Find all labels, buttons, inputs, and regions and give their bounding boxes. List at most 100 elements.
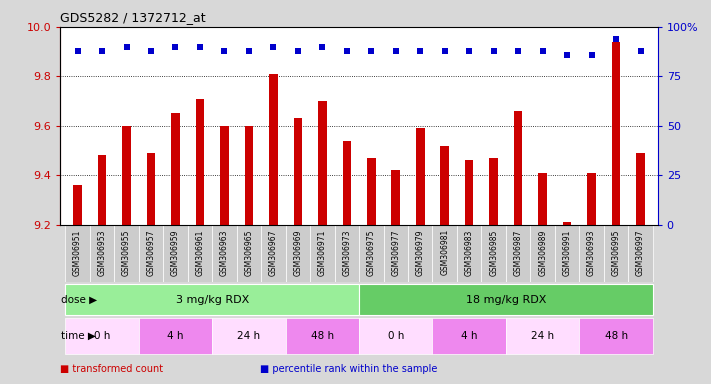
Text: GSM306981: GSM306981 (440, 229, 449, 275)
Text: 3 mg/kg RDX: 3 mg/kg RDX (176, 295, 249, 305)
FancyBboxPatch shape (506, 225, 530, 282)
Bar (538, 173, 547, 225)
Bar (489, 158, 498, 225)
Text: GSM306995: GSM306995 (611, 229, 621, 276)
FancyBboxPatch shape (286, 225, 310, 282)
FancyBboxPatch shape (65, 225, 90, 282)
Bar (196, 99, 204, 225)
Point (243, 48, 255, 54)
Bar (587, 173, 596, 225)
Text: GSM306969: GSM306969 (294, 229, 302, 276)
Bar (392, 170, 400, 225)
Point (586, 51, 597, 58)
Text: 4 h: 4 h (167, 331, 183, 341)
FancyBboxPatch shape (65, 284, 359, 315)
Text: GSM306951: GSM306951 (73, 229, 82, 276)
Text: GSM306965: GSM306965 (245, 229, 253, 276)
FancyBboxPatch shape (506, 318, 579, 354)
Point (268, 44, 279, 50)
Bar (563, 222, 572, 225)
Text: GSM306971: GSM306971 (318, 229, 327, 276)
Bar (318, 101, 326, 225)
FancyBboxPatch shape (359, 318, 432, 354)
Text: GDS5282 / 1372712_at: GDS5282 / 1372712_at (60, 11, 206, 24)
Bar (122, 126, 131, 225)
Point (365, 48, 377, 54)
FancyBboxPatch shape (383, 225, 408, 282)
Text: GSM306989: GSM306989 (538, 229, 547, 276)
Text: ■ percentile rank within the sample: ■ percentile rank within the sample (260, 364, 437, 374)
Bar (343, 141, 351, 225)
Text: GSM306979: GSM306979 (416, 229, 424, 276)
Text: GSM306953: GSM306953 (97, 229, 107, 276)
Bar (440, 146, 449, 225)
FancyBboxPatch shape (457, 225, 481, 282)
FancyBboxPatch shape (310, 225, 335, 282)
Text: 48 h: 48 h (311, 331, 334, 341)
Bar (171, 113, 180, 225)
Bar (146, 153, 155, 225)
Bar (220, 126, 229, 225)
Point (390, 48, 402, 54)
Point (97, 48, 108, 54)
FancyBboxPatch shape (359, 225, 383, 282)
FancyBboxPatch shape (335, 225, 359, 282)
FancyBboxPatch shape (432, 318, 506, 354)
Text: dose ▶: dose ▶ (60, 295, 97, 305)
Text: GSM306993: GSM306993 (587, 229, 596, 276)
Text: GSM306957: GSM306957 (146, 229, 156, 276)
Point (170, 44, 181, 50)
FancyBboxPatch shape (90, 225, 114, 282)
Text: GSM306997: GSM306997 (636, 229, 645, 276)
Text: GSM306967: GSM306967 (269, 229, 278, 276)
Bar (465, 161, 474, 225)
FancyBboxPatch shape (481, 225, 506, 282)
Text: 4 h: 4 h (461, 331, 478, 341)
Text: 0 h: 0 h (94, 331, 110, 341)
Point (72, 48, 83, 54)
Bar (367, 158, 375, 225)
Point (145, 48, 156, 54)
Point (635, 48, 646, 54)
Text: GSM306987: GSM306987 (513, 229, 523, 276)
FancyBboxPatch shape (359, 284, 653, 315)
Bar (97, 156, 107, 225)
Text: GSM306991: GSM306991 (562, 229, 572, 276)
FancyBboxPatch shape (188, 225, 212, 282)
Text: GSM306983: GSM306983 (465, 229, 474, 276)
Point (513, 48, 524, 54)
Text: 24 h: 24 h (531, 331, 554, 341)
Bar (294, 118, 302, 225)
FancyBboxPatch shape (114, 225, 139, 282)
Bar (416, 128, 424, 225)
FancyBboxPatch shape (212, 318, 286, 354)
FancyBboxPatch shape (237, 225, 261, 282)
Point (341, 48, 353, 54)
Point (464, 48, 475, 54)
Bar (73, 185, 82, 225)
Point (537, 48, 548, 54)
Text: GSM306961: GSM306961 (196, 229, 205, 276)
Text: GSM306975: GSM306975 (367, 229, 376, 276)
Point (219, 48, 230, 54)
Text: GSM306973: GSM306973 (342, 229, 351, 276)
FancyBboxPatch shape (629, 225, 653, 282)
Point (610, 36, 621, 42)
Text: 48 h: 48 h (604, 331, 628, 341)
Bar (636, 153, 645, 225)
FancyBboxPatch shape (555, 225, 579, 282)
Text: 0 h: 0 h (387, 331, 404, 341)
Text: GSM306959: GSM306959 (171, 229, 180, 276)
Point (194, 44, 205, 50)
FancyBboxPatch shape (65, 318, 139, 354)
Text: GSM306955: GSM306955 (122, 229, 131, 276)
Point (292, 48, 304, 54)
Bar (245, 126, 253, 225)
FancyBboxPatch shape (286, 318, 359, 354)
FancyBboxPatch shape (139, 318, 212, 354)
FancyBboxPatch shape (212, 225, 237, 282)
Text: ■ transformed count: ■ transformed count (60, 364, 164, 374)
Text: 24 h: 24 h (237, 331, 260, 341)
Point (415, 48, 426, 54)
Text: time ▶: time ▶ (60, 331, 95, 341)
